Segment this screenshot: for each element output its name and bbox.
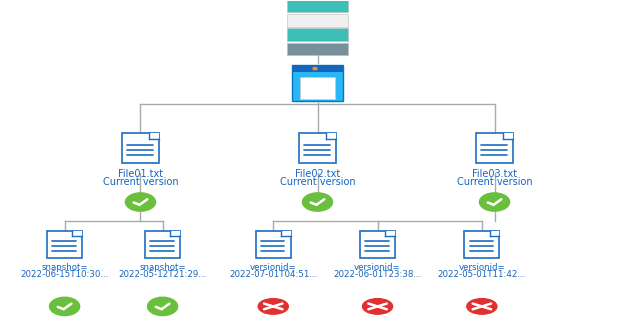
- Circle shape: [313, 67, 317, 70]
- Polygon shape: [385, 231, 395, 236]
- Polygon shape: [170, 231, 180, 236]
- FancyBboxPatch shape: [121, 133, 159, 163]
- FancyBboxPatch shape: [288, 43, 347, 55]
- Polygon shape: [149, 133, 159, 139]
- Text: 2022-07-01T04:51...: 2022-07-01T04:51...: [229, 269, 318, 279]
- Polygon shape: [490, 231, 499, 236]
- Text: Current version: Current version: [103, 177, 178, 187]
- Text: versionid=: versionid=: [354, 263, 401, 272]
- FancyBboxPatch shape: [292, 65, 343, 72]
- FancyBboxPatch shape: [288, 14, 347, 27]
- Text: File03.txt: File03.txt: [472, 169, 517, 179]
- Text: snapshot=: snapshot=: [41, 263, 88, 272]
- Circle shape: [258, 299, 288, 314]
- FancyBboxPatch shape: [464, 231, 499, 258]
- Ellipse shape: [479, 193, 509, 211]
- Polygon shape: [72, 231, 82, 236]
- Circle shape: [467, 299, 497, 314]
- FancyBboxPatch shape: [360, 231, 395, 258]
- Text: File02.txt: File02.txt: [295, 169, 340, 179]
- FancyBboxPatch shape: [300, 77, 335, 99]
- Polygon shape: [281, 231, 291, 236]
- FancyBboxPatch shape: [288, 29, 347, 41]
- Text: 2022-05-12T21:29...: 2022-05-12T21:29...: [119, 269, 206, 279]
- Polygon shape: [503, 133, 514, 139]
- FancyBboxPatch shape: [292, 65, 343, 101]
- FancyBboxPatch shape: [476, 133, 514, 163]
- FancyBboxPatch shape: [298, 133, 337, 163]
- FancyBboxPatch shape: [47, 231, 82, 258]
- Text: 2022-06-01T23:38...: 2022-06-01T23:38...: [333, 269, 422, 279]
- Circle shape: [363, 299, 392, 314]
- Text: 2022-06-15T10:30...: 2022-06-15T10:30...: [20, 269, 109, 279]
- FancyBboxPatch shape: [288, 0, 347, 12]
- Text: 2022-05-01T11:42...: 2022-05-01T11:42...: [438, 269, 526, 279]
- Ellipse shape: [147, 297, 178, 316]
- FancyBboxPatch shape: [256, 231, 291, 258]
- Text: snapshot=: snapshot=: [139, 263, 186, 272]
- Ellipse shape: [302, 193, 333, 211]
- Text: Current version: Current version: [279, 177, 356, 187]
- Ellipse shape: [126, 193, 156, 211]
- Text: versionid=: versionid=: [250, 263, 297, 272]
- Polygon shape: [326, 133, 337, 139]
- Text: versionid=: versionid=: [458, 263, 505, 272]
- FancyBboxPatch shape: [145, 231, 180, 258]
- Text: Current version: Current version: [457, 177, 532, 187]
- Text: File01.txt: File01.txt: [118, 169, 163, 179]
- Ellipse shape: [50, 297, 79, 316]
